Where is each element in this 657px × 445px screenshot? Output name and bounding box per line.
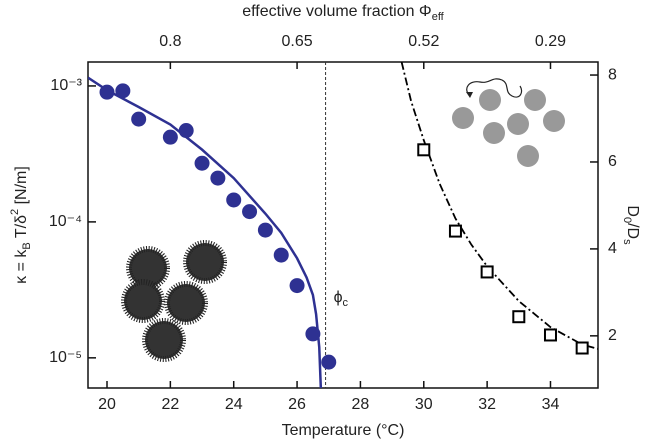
label-part: B — [21, 242, 33, 249]
x2-tick-label: 0.29 — [535, 33, 566, 50]
label-part: eff — [432, 11, 445, 23]
label-part: 2 — [9, 209, 21, 215]
y2-axis-label: D0/Ds — [621, 205, 641, 245]
data-point — [512, 310, 526, 324]
data-point — [99, 84, 115, 100]
x-tick-label: 26 — [288, 396, 306, 413]
fit-line — [88, 76, 323, 388]
data-point — [305, 326, 321, 342]
data-point — [257, 222, 273, 238]
label-part: ϕ — [334, 289, 343, 306]
y2-tick-label: 4 — [608, 240, 617, 257]
label-part: c — [343, 297, 349, 309]
y-axis-label: κ = kB T/δ2 [N/m] — [9, 166, 33, 284]
x-axis-label: Temperature (°C) — [282, 422, 405, 439]
x2-tick-label: 0.65 — [281, 33, 312, 50]
x2-axis-label: effective volume fraction Φeff — [242, 3, 444, 23]
label-part: T/δ — [13, 215, 30, 242]
x-tick-label: 32 — [478, 396, 496, 413]
x2-tick-label: 0.52 — [408, 33, 439, 50]
y2-tick-label: 8 — [608, 66, 617, 83]
data-point — [194, 155, 210, 171]
annotation: ϕc — [334, 289, 349, 309]
particle-illustration — [452, 78, 565, 167]
label-part: κ = k — [13, 249, 30, 284]
data-point — [115, 83, 131, 99]
fit-line — [400, 62, 598, 350]
microgel-illustration — [121, 240, 227, 362]
data-point — [131, 111, 147, 127]
label-part: 0 — [621, 217, 633, 223]
y-tick-label: 10⁻⁵ — [49, 349, 82, 366]
label-part: effective volume fraction Φ — [242, 3, 431, 20]
data-point — [417, 143, 431, 157]
data-point — [273, 247, 289, 263]
data-point — [162, 129, 178, 145]
label-part: /D — [624, 223, 641, 239]
data-point — [226, 192, 242, 208]
y2-tick-label: 2 — [608, 327, 617, 344]
data-point — [289, 278, 305, 294]
plot-area — [88, 62, 598, 388]
x-tick-label: 24 — [225, 396, 243, 413]
data-point — [178, 123, 194, 139]
data-point — [448, 224, 462, 238]
y-tick-label: 10⁻⁴ — [49, 213, 82, 230]
x2-tick-label: 0.8 — [159, 33, 181, 50]
data-point — [575, 341, 589, 355]
y2-tick-label: 6 — [608, 153, 617, 170]
data-point — [321, 354, 337, 370]
data-point — [543, 328, 557, 342]
x-tick-label: 28 — [352, 396, 370, 413]
x-tick-label: 30 — [415, 396, 433, 413]
label-part: D — [624, 205, 641, 217]
x-tick-label: 20 — [98, 396, 116, 413]
y-tick-label: 10⁻³ — [50, 77, 82, 94]
x-tick-label: 22 — [161, 396, 179, 413]
label-part: s — [621, 239, 633, 245]
plot-frame — [87, 61, 599, 389]
data-point — [210, 170, 226, 186]
data-point — [242, 204, 258, 220]
label-part: [N/m] — [13, 166, 30, 209]
x-tick-label: 34 — [542, 396, 560, 413]
data-point — [480, 265, 494, 279]
